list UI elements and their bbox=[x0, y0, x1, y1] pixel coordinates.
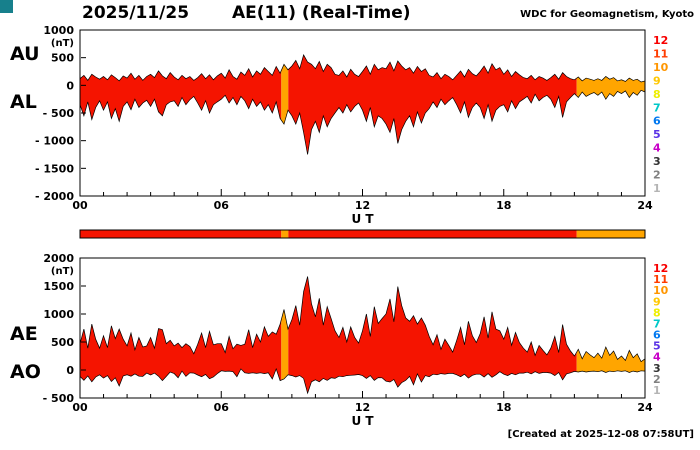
series-label-au: AU bbox=[10, 43, 40, 65]
area-fill-red bbox=[288, 54, 577, 155]
y-tick-label: - 1500 bbox=[35, 162, 74, 175]
legend-level-10: 10 bbox=[653, 61, 669, 74]
x-tick-label: 18 bbox=[496, 199, 511, 212]
y-tick-label: - 500 bbox=[43, 107, 75, 120]
legend-level-8: 8 bbox=[653, 306, 661, 319]
plot-title: AE(11) (Real-Time) bbox=[232, 3, 411, 23]
au-trace bbox=[79, 53, 646, 83]
plot-date: 2025/11/25 bbox=[82, 3, 190, 23]
y-tick-label: 0 bbox=[66, 364, 74, 377]
ao-trace bbox=[79, 367, 646, 395]
x-axis-label: U T bbox=[351, 414, 374, 428]
colorbar-frame bbox=[79, 229, 646, 239]
legend-level-1: 1 bbox=[653, 384, 661, 397]
x-tick-label: 12 bbox=[355, 199, 370, 212]
legend-level-2: 2 bbox=[653, 169, 661, 182]
data-source-label: WDC for Geomagnetism, Kyoto bbox=[520, 9, 694, 20]
area-fill-red bbox=[80, 319, 282, 386]
colorbar-segment-orange bbox=[281, 230, 289, 238]
x-tick-label: 06 bbox=[214, 199, 230, 212]
y-unit-label: (nT) bbox=[51, 266, 74, 277]
legend-level-3: 3 bbox=[653, 155, 661, 168]
x-tick-label: 24 bbox=[637, 401, 653, 414]
area-fill-red bbox=[288, 276, 577, 394]
legend-level-7: 7 bbox=[653, 317, 661, 330]
area-fill-orange bbox=[281, 64, 289, 125]
legend-level-12: 12 bbox=[653, 262, 668, 275]
x-tick-label: 00 bbox=[72, 401, 88, 414]
series-label-ae: AE bbox=[10, 323, 38, 345]
area-fill-orange bbox=[576, 347, 645, 373]
legend-level-6: 6 bbox=[653, 115, 661, 128]
legend-level-4: 4 bbox=[653, 351, 661, 364]
legend-level-5: 5 bbox=[653, 340, 661, 353]
ae-trace bbox=[79, 276, 646, 363]
legend-level-10: 10 bbox=[653, 284, 669, 297]
y-tick-label: 0 bbox=[66, 79, 74, 92]
plot-frame bbox=[79, 29, 646, 197]
legend-level-11: 11 bbox=[653, 47, 668, 60]
kyoto-logo bbox=[0, 0, 13, 13]
series-label-ao: AO bbox=[10, 361, 41, 383]
y-tick-label: 1000 bbox=[43, 24, 74, 37]
legend-level-11: 11 bbox=[653, 273, 668, 286]
legend-level-5: 5 bbox=[653, 128, 661, 141]
x-tick-label: 18 bbox=[496, 401, 511, 414]
colorbar-segment-red bbox=[288, 230, 577, 238]
legend-level-1: 1 bbox=[653, 182, 661, 195]
legend-level-3: 3 bbox=[653, 362, 661, 375]
area-fill-orange bbox=[576, 76, 645, 100]
legend-level-7: 7 bbox=[653, 101, 661, 114]
y-tick-label: - 2000 bbox=[35, 190, 74, 203]
x-tick-label: 24 bbox=[637, 199, 653, 212]
colorbar-segment-red bbox=[80, 230, 282, 238]
legend-level-8: 8 bbox=[653, 88, 661, 101]
activity-colorbar bbox=[79, 229, 646, 239]
area-fill-orange bbox=[281, 309, 289, 381]
created-timestamp: [Created at 2025-12-08 07:58UT] bbox=[507, 429, 694, 440]
legend-level-2: 2 bbox=[653, 373, 661, 386]
y-unit-label: (nT) bbox=[51, 38, 74, 49]
y-tick-label: 500 bbox=[51, 52, 74, 65]
x-tick-label: 12 bbox=[355, 401, 370, 414]
legend-level-6: 6 bbox=[653, 329, 661, 342]
series-label-al: AL bbox=[10, 91, 37, 113]
y-tick-label: 1500 bbox=[43, 280, 74, 293]
legend-level-12: 12 bbox=[653, 34, 668, 47]
al-trace bbox=[79, 89, 646, 155]
legend-level-9: 9 bbox=[653, 295, 661, 308]
y-tick-label: 1000 bbox=[43, 308, 74, 321]
y-tick-label: 500 bbox=[51, 336, 74, 349]
y-tick-label: - 500 bbox=[43, 392, 75, 405]
x-tick-label: 06 bbox=[214, 401, 230, 414]
y-tick-label: - 1000 bbox=[35, 135, 74, 148]
x-tick-label: 00 bbox=[72, 199, 88, 212]
legend-level-4: 4 bbox=[653, 142, 661, 155]
legend-level-9: 9 bbox=[653, 74, 661, 87]
x-axis-label: U T bbox=[351, 212, 374, 226]
colorbar-segment-orange bbox=[576, 230, 645, 238]
y-tick-label: 2000 bbox=[43, 252, 74, 265]
